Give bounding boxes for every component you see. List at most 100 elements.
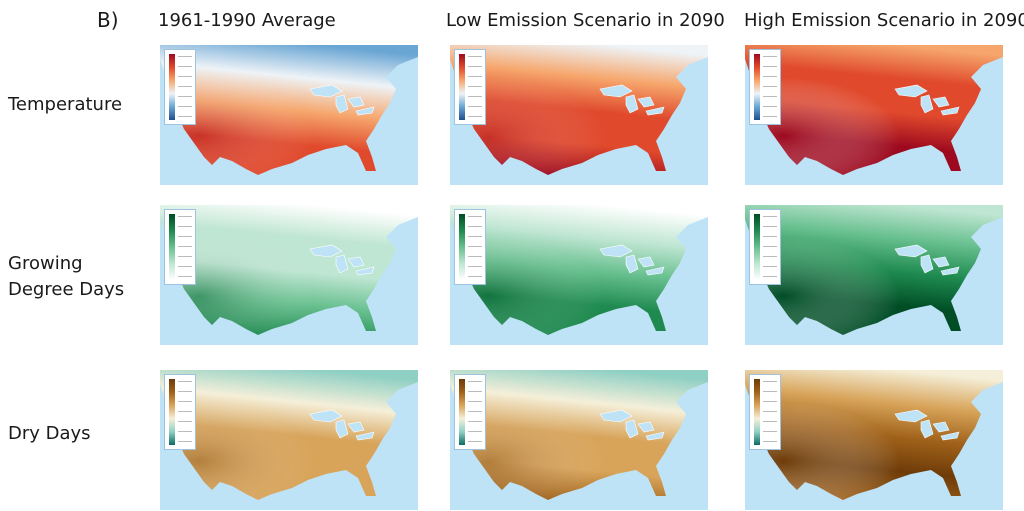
legend-tick — [468, 106, 482, 107]
legend-tick — [763, 86, 777, 87]
great-lake — [894, 84, 928, 98]
legend-tick — [468, 266, 482, 267]
great-lake — [309, 409, 343, 423]
map-dry-low — [450, 370, 708, 510]
map-temperature-baseline — [160, 45, 418, 185]
legend-tick — [178, 226, 192, 227]
legend-tick — [178, 76, 192, 77]
legend-tick — [178, 236, 192, 237]
legend-tick — [763, 96, 777, 97]
map-graphic — [745, 370, 1003, 500]
legend-tick — [178, 86, 192, 87]
legend-gradient — [459, 214, 465, 280]
column-title-low: Low Emission Scenario in 2090 — [446, 10, 725, 31]
row-title-gdd: Growing Degree Days — [8, 253, 125, 300]
legend-tick — [763, 236, 777, 237]
land-field-overlay — [450, 205, 708, 335]
legend-tick — [178, 381, 192, 382]
legend-tick — [763, 256, 777, 257]
great-lake — [637, 421, 655, 433]
legend-gradient — [754, 54, 760, 120]
legend-tick — [178, 56, 192, 57]
legend-tick — [468, 96, 482, 97]
map-temperature-low — [450, 45, 708, 185]
great-lake — [894, 409, 928, 423]
great-lake — [347, 96, 365, 108]
great-lake — [355, 431, 375, 441]
legend-tick — [763, 266, 777, 267]
great-lake — [625, 254, 639, 274]
map-graphic — [160, 370, 418, 500]
great-lake — [645, 266, 665, 276]
row-title-temperature: Temperature — [8, 94, 123, 115]
legend-gradient — [459, 54, 465, 120]
great-lake — [599, 84, 633, 98]
great-lake — [932, 96, 950, 108]
great-lake — [347, 256, 365, 268]
legend-tick — [468, 246, 482, 247]
legend-tick — [468, 431, 482, 432]
legend-tick — [468, 441, 482, 442]
legend-tick — [763, 116, 777, 117]
great-lake — [625, 419, 639, 439]
land-field-overlay — [745, 370, 1003, 500]
legend-gradient — [169, 54, 175, 120]
legend-tick — [178, 246, 192, 247]
legend-tick — [178, 116, 192, 117]
column-title-high: High Emission Scenario in 2090 — [744, 10, 1024, 31]
great-lake — [355, 106, 375, 116]
great-lake — [932, 421, 950, 433]
legend-tick — [763, 411, 777, 412]
legend-tick — [468, 86, 482, 87]
map-dry-baseline — [160, 370, 418, 510]
legend-tick — [468, 116, 482, 117]
great-lake — [645, 431, 665, 441]
legend-colorbar — [454, 209, 486, 285]
legend-tick — [763, 106, 777, 107]
great-lake — [920, 419, 934, 439]
legend-colorbar — [454, 374, 486, 450]
great-lake — [355, 266, 375, 276]
map-gdd-low — [450, 205, 708, 345]
legend-tick — [468, 56, 482, 57]
map-graphic — [160, 205, 418, 335]
legend-colorbar — [749, 374, 781, 450]
map-gdd-baseline — [160, 205, 418, 345]
legend-tick — [763, 66, 777, 67]
great-lake — [335, 94, 349, 114]
legend-gradient — [169, 214, 175, 280]
map-graphic — [450, 205, 708, 335]
legend-tick — [468, 411, 482, 412]
great-lake — [335, 254, 349, 274]
land-field-overlay — [745, 205, 1003, 335]
great-lake — [599, 409, 633, 423]
legend-colorbar — [164, 209, 196, 285]
legend-tick — [178, 96, 192, 97]
map-graphic — [450, 370, 708, 500]
great-lake — [335, 419, 349, 439]
land-field-overlay — [160, 205, 418, 335]
legend-colorbar — [749, 209, 781, 285]
great-lake — [940, 106, 960, 116]
legend-gradient — [754, 379, 760, 445]
land-field-overlay — [450, 370, 708, 500]
legend-tick — [468, 421, 482, 422]
land-field-overlay — [450, 45, 708, 175]
legend-tick — [178, 441, 192, 442]
column-title-baseline: 1961-1990 Average — [158, 10, 336, 31]
legend-tick — [763, 216, 777, 217]
legend-tick — [468, 256, 482, 257]
great-lake — [309, 84, 343, 98]
legend-tick — [763, 56, 777, 57]
land-field-overlay — [160, 45, 418, 175]
land-field-overlay — [745, 45, 1003, 175]
great-lake — [932, 256, 950, 268]
great-lake — [309, 244, 343, 258]
legend-tick — [763, 381, 777, 382]
great-lake — [920, 94, 934, 114]
legend-tick — [178, 66, 192, 67]
legend-tick — [468, 76, 482, 77]
great-lake — [894, 244, 928, 258]
legend-tick — [763, 76, 777, 77]
row-title-dry: Dry Days — [8, 423, 91, 444]
